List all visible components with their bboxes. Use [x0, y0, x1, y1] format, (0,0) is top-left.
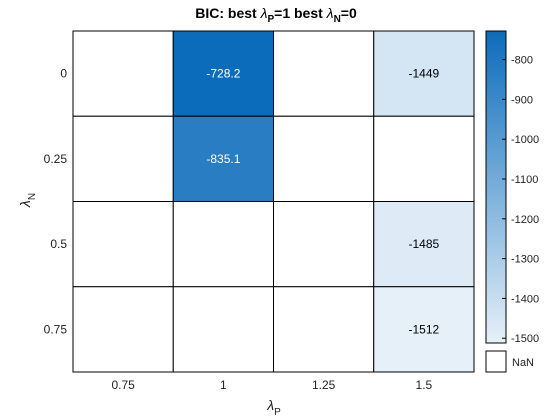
- heatmap-cell-label: -1512: [409, 322, 440, 336]
- title-mid: =1 best: [274, 5, 327, 21]
- heatmap-cell-label: -728.2: [206, 67, 240, 81]
- heatmap-cells: [72, 30, 475, 373]
- heatmap-cell: [172, 286, 274, 373]
- heatmap-cell: [373, 30, 475, 117]
- heatmap-cell: [273, 286, 375, 373]
- heatmap-cell-label: -835.1: [206, 152, 240, 166]
- x-axis-label-symbol: λ: [266, 397, 274, 413]
- heatmap-cell: [72, 115, 174, 202]
- y-axis-label-sub: N: [27, 193, 38, 200]
- colorbar-tick-label: -1400: [511, 293, 539, 305]
- colorbar-tick-label: -1000: [511, 134, 539, 146]
- y-axis-label: λN: [17, 193, 38, 208]
- colorbar-tick-label: -1500: [511, 333, 539, 345]
- x-axis-label: λP: [266, 397, 281, 418]
- y-tick-label: 0.5: [50, 237, 67, 251]
- y-tick-labels: 0 0.25 0.5 0.75: [44, 67, 68, 337]
- heatmap-cell-label: -1449: [409, 67, 440, 81]
- y-tick-label: 0: [60, 67, 67, 81]
- title-lambda2-symbol: λ: [326, 5, 334, 21]
- colorbar-tick-label: -800: [511, 55, 533, 67]
- heatmap-cell-labels: -728.2 -1449 -835.1 -1485 -1512: [206, 67, 439, 337]
- title-lambda2-sub: N: [334, 14, 341, 25]
- colorbar: [485, 30, 507, 344]
- heatmap-cell: [373, 286, 475, 373]
- y-tick-label: 0.25: [44, 152, 68, 166]
- y-axis-label-symbol: λ: [17, 200, 33, 208]
- heatmap-cell-label: -1485: [409, 237, 440, 251]
- heatmap-cell: [72, 30, 174, 117]
- colorbar-tick-label: -1300: [511, 254, 539, 266]
- y-tick-label: 0.75: [44, 322, 68, 336]
- x-tick-label: 1.25: [312, 378, 336, 392]
- chart-title: BIC: best λP=1 best λN=0: [195, 5, 357, 25]
- colorbar-ticks: -800 -900 -1000 -1100 -1200 -1300 -1400 -1500: [502, 55, 539, 345]
- colorbar-tick-label: -1100: [511, 174, 538, 186]
- heatmap-cell: [273, 201, 375, 288]
- title-lambda-symbol: λ: [260, 5, 268, 21]
- x-tick-label: 0.75: [111, 378, 135, 392]
- nan-legend-swatch: [485, 350, 507, 373]
- heatmap-cell: [72, 201, 174, 288]
- heatmap-cell: [72, 286, 174, 373]
- colorbar-tick-label: -900: [511, 94, 533, 106]
- title-prefix: BIC: best: [195, 5, 260, 21]
- heatmap-cell: [172, 201, 274, 288]
- heatmap-cell: [273, 30, 375, 117]
- title-lambda-sub: P: [267, 14, 274, 25]
- heatmap-cell: [273, 115, 375, 202]
- title-suffix: =0: [341, 5, 357, 21]
- x-tick-label: 1.5: [416, 378, 433, 392]
- colorbar-tick-label: -1200: [511, 214, 539, 226]
- nan-legend-label: NaN: [512, 357, 534, 369]
- heatmap-cell: [373, 115, 475, 202]
- x-axis-label-sub: P: [274, 407, 281, 418]
- x-tick-label: 1: [220, 378, 227, 392]
- x-tick-labels: 0.75 1 1.25 1.5: [111, 378, 432, 392]
